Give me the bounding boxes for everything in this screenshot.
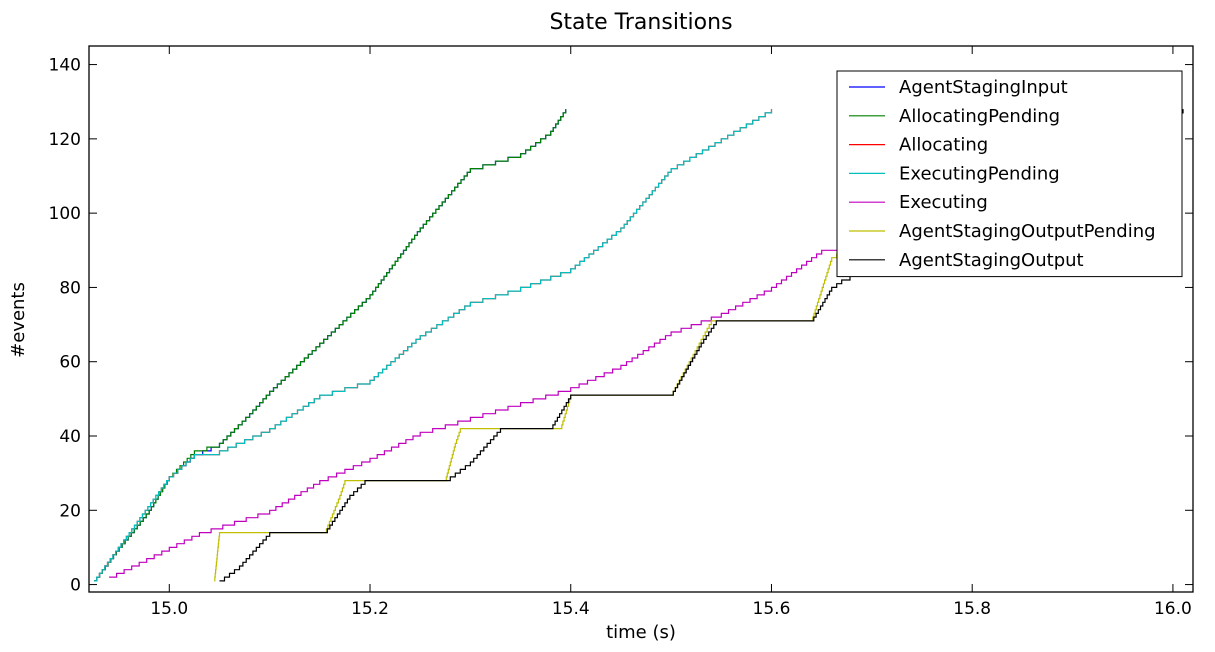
y-tick-label: 60	[59, 353, 81, 373]
x-tick-label: 15.6	[753, 599, 791, 619]
legend-label: AgentStagingOutput	[899, 250, 1084, 271]
y-axis-label: #events	[8, 282, 29, 358]
x-tick-label: 15.4	[552, 599, 590, 619]
legend-box	[836, 70, 1183, 278]
series-line-0	[94, 109, 567, 582]
axis-ticks: 15.0 15.2 15.4 15.6 15.8 16.0 0 20 40 60 80 100 120 1…	[49, 46, 1193, 619]
y-tick-label: 140	[49, 56, 81, 76]
x-tick-label: 16.0	[1154, 599, 1192, 619]
y-tick-label: 100	[49, 204, 81, 224]
y-tick-label: 0	[70, 576, 81, 596]
plot-series	[94, 109, 1184, 582]
legend: AgentStagingInput AllocatingPending Alloca…	[836, 70, 1183, 278]
x-tick-label: 15.0	[150, 599, 188, 619]
series-line-1	[94, 109, 567, 582]
y-tick-label: 40	[59, 427, 81, 447]
legend-label: AllocatingPending	[899, 106, 1060, 127]
x-axis-label: time (s)	[606, 622, 676, 643]
x-tick-label: 15.2	[351, 599, 389, 619]
x-tick-label: 15.8	[953, 599, 991, 619]
plot-frame	[88, 45, 1194, 593]
y-tick-label: 20	[59, 501, 81, 521]
legend-label: AgentStagingInput	[899, 77, 1068, 98]
legend-label: Allocating	[899, 135, 988, 156]
series-line-4	[109, 242, 873, 578]
series-line-3	[94, 109, 773, 582]
chart-title: State Transitions	[549, 10, 732, 35]
y-tick-label: 80	[59, 278, 81, 298]
legend-label: Executing	[899, 192, 988, 213]
series-line-2	[94, 109, 773, 582]
y-tick-label: 120	[49, 130, 81, 150]
legend-label: ExecutingPending	[899, 163, 1060, 184]
legend-label: AgentStagingOutputPending	[899, 221, 1156, 242]
